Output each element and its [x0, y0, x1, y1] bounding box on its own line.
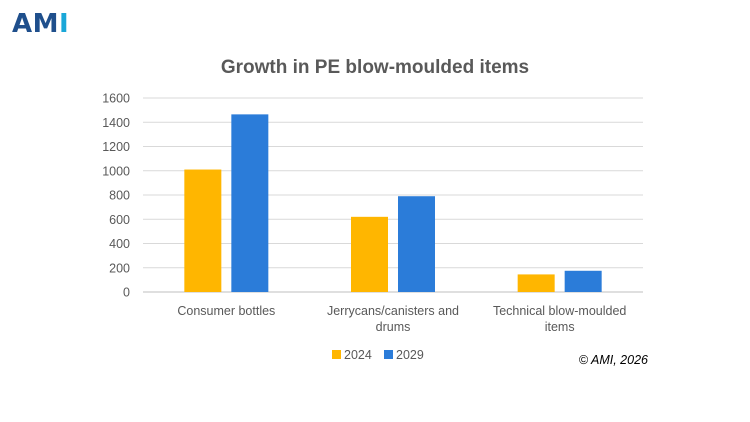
x-category-label: items — [545, 320, 575, 334]
copyright-note: © AMI, 2026 — [579, 353, 648, 367]
y-tick-label: 200 — [109, 261, 130, 275]
ami-logo: AMI — [12, 9, 69, 39]
y-tick-label: 600 — [109, 213, 130, 227]
bar-2024-0 — [184, 169, 222, 292]
x-axis-category-labels: Consumer bottles Jerrycans/canisters and d… — [177, 304, 626, 334]
legend-swatch-2029 — [384, 350, 393, 359]
y-tick-label: 1200 — [102, 140, 130, 154]
bar-2029-0 — [231, 114, 269, 293]
x-category-label: drums — [376, 320, 411, 334]
legend: 2024 2029 — [332, 348, 424, 362]
legend-swatch-2024 — [332, 350, 341, 359]
y-tick-label: 1400 — [102, 116, 130, 130]
y-tick-label: 800 — [109, 189, 130, 203]
logo-text-i: I — [59, 9, 70, 39]
logo-text-am: AM — [12, 9, 59, 39]
gridlines — [143, 97, 643, 293]
legend-label-2024: 2024 — [344, 348, 372, 362]
y-axis-tick-labels: 0 200 400 600 800 1000 1200 1400 1600 — [102, 92, 130, 300]
legend-label-2029: 2029 — [396, 348, 424, 362]
y-tick-label: 0 — [123, 286, 130, 300]
x-category-label: Jerrycans/canisters and — [327, 304, 459, 318]
bar-2024-1 — [351, 216, 388, 292]
x-category-label: Technical blow-moulded — [493, 304, 626, 318]
bar-2024-2 — [517, 274, 555, 292]
bar-2029-2 — [564, 270, 602, 292]
bars — [184, 114, 602, 293]
y-tick-label: 400 — [109, 237, 130, 251]
x-category-label: Consumer bottles — [177, 304, 275, 318]
y-tick-label: 1600 — [102, 92, 130, 106]
bar-2029-1 — [398, 196, 435, 292]
chart-title: Growth in PE blow-moulded items — [221, 57, 529, 78]
y-tick-label: 1000 — [102, 164, 130, 178]
